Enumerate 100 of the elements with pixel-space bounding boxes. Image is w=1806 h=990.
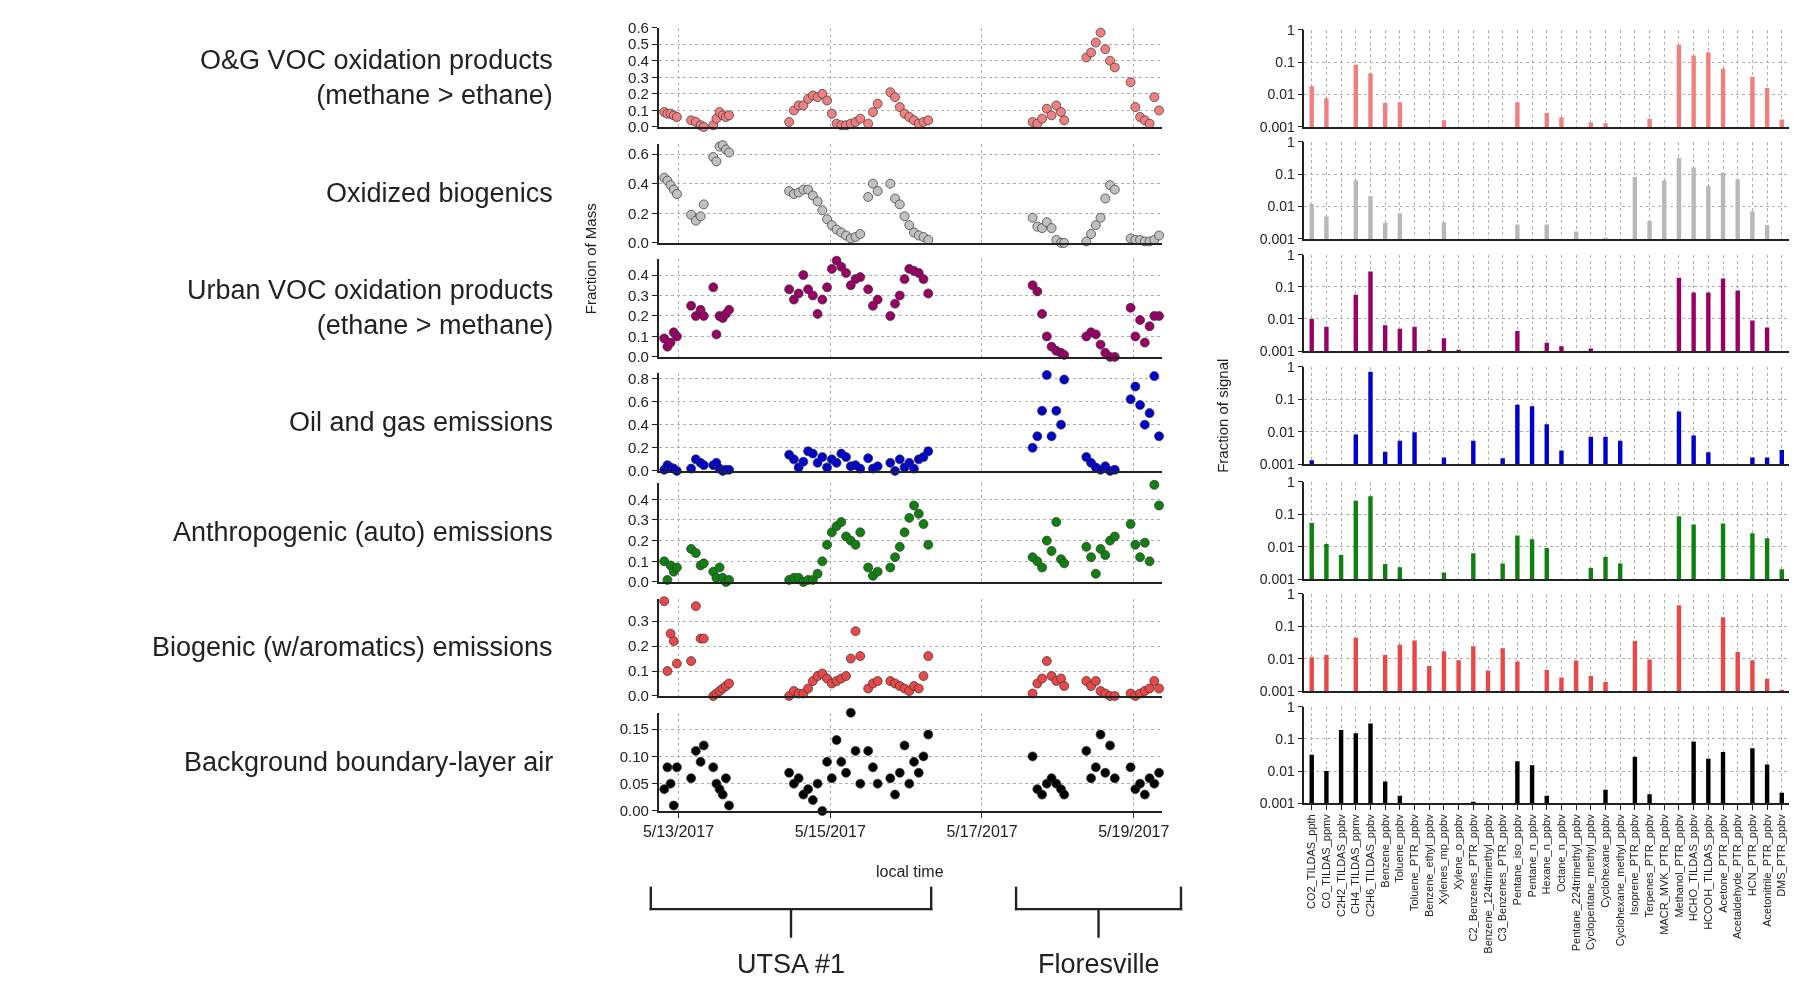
x-tick-label: Acetonitrile_PTR_ppbv xyxy=(1760,813,1773,927)
y-tick-label: 0.1 xyxy=(628,101,649,119)
y-tick-label: 0.001 xyxy=(1259,230,1296,247)
x-tick-label: HCHO_TILDAS_ppbv xyxy=(1687,813,1700,922)
y-tick-label: 0.3 xyxy=(628,612,649,630)
y-tick-label: 1 xyxy=(1287,21,1296,38)
text: O&G VOC oxidation products (methane > ethane) xyxy=(200,45,553,111)
y-tick-label: 0.1 xyxy=(1275,278,1296,295)
y-tick-label: 0.1 xyxy=(1275,391,1296,408)
text: Oxidized biogenics xyxy=(326,178,553,208)
x-tick-label: 5/15/2017 xyxy=(794,822,866,840)
x-tick-label: C2_Benzenes_PTR_ppbv xyxy=(1466,813,1479,942)
y-tick-label: 0.1 xyxy=(1275,506,1296,523)
y-tick-label: 0.4 xyxy=(628,52,649,70)
y-tick-label: 0.1 xyxy=(1275,618,1296,635)
text: Oil and gas emissions xyxy=(289,407,554,437)
x-tick-label: C3_Benzenes_PTR_ppbv xyxy=(1496,813,1509,942)
y-tick-label: 0.8 xyxy=(628,369,649,387)
y-tick-label: 0.001 xyxy=(1259,455,1296,472)
y-tick-label: 0.4 xyxy=(628,415,649,433)
y-tick-label: 0.001 xyxy=(1259,118,1296,135)
y-tick-label: 1 xyxy=(1287,698,1296,715)
y-tick-label: 0.3 xyxy=(628,68,649,86)
y-tick-label: 1 xyxy=(1287,133,1296,150)
y-tick-label: 0.1 xyxy=(1275,53,1296,70)
y-tick-label: 0.4 xyxy=(628,266,649,284)
x-axis-title: local time xyxy=(876,863,944,880)
x-tick-label: Xylene_o_ppbv xyxy=(1452,813,1465,891)
y-axis-title: Fraction of Mass xyxy=(581,203,599,315)
y-tick-label: 0.001 xyxy=(1259,342,1296,359)
y-tick-label: 0.6 xyxy=(628,392,649,410)
y-tick-label: 0.001 xyxy=(1259,795,1296,812)
y-tick-label: 0.10 xyxy=(619,747,649,765)
x-tick-label: Acetone_PTR_ppbv xyxy=(1716,813,1729,913)
y-tick-label: 0.01 xyxy=(1267,762,1296,779)
x-tick-label: 5/19/2017 xyxy=(1098,822,1170,840)
y-tick-label: 0.1 xyxy=(628,327,649,345)
y-tick-label: 0.001 xyxy=(1259,682,1296,699)
y-tick-label: 0.4 xyxy=(628,490,649,508)
x-tick-label: C2H6_TILDAS_ppbv xyxy=(1364,813,1377,918)
x-tick-label: Hexane_n_ppbv xyxy=(1540,813,1553,895)
y-tick-label: 1 xyxy=(1287,358,1296,375)
x-tick-label: Acetaldehyde_PTR_ppbv xyxy=(1731,813,1744,940)
y-tick-label: 0.001 xyxy=(1259,570,1296,587)
y-tick-label: 0.6 xyxy=(628,18,649,36)
x-tick-label: C2H2_TILDAS_ppbv xyxy=(1334,813,1347,918)
text: Biogenic (w/aromatics) emissions xyxy=(152,632,553,662)
y-tick-label: 1 xyxy=(1287,585,1296,602)
y-axis-title: Fraction of signal xyxy=(1214,358,1232,473)
x-tick-label: CO_TILDAS_ppmv xyxy=(1319,813,1332,909)
y-tick-label: 0.5 xyxy=(628,35,649,53)
y-tick-label: 0.3 xyxy=(628,511,649,529)
y-tick-label: 0.0 xyxy=(628,573,649,591)
y-tick-label: 0.01 xyxy=(1267,423,1296,440)
x-tick-label: 5/17/2017 xyxy=(946,822,1018,840)
x-tick-label: Pentane_224trimethyl_ppbv xyxy=(1569,813,1582,952)
y-tick-label: 0.1 xyxy=(1275,166,1296,183)
y-tick-label: 0.05 xyxy=(619,774,649,792)
y-tick-label: 1 xyxy=(1287,246,1296,263)
y-tick-label: 0.0 xyxy=(628,234,649,252)
x-tick-label: HCN_PTR_ppbv xyxy=(1745,813,1758,897)
y-tick-label: 0.1 xyxy=(1275,730,1296,747)
y-tick-label: 0.1 xyxy=(628,662,649,680)
y-tick-label: 0.2 xyxy=(628,531,649,549)
y-tick-label: 0.0 xyxy=(628,462,649,480)
x-tick-label: Benzene_ethyl_ppbv xyxy=(1422,813,1435,918)
y-tick-label: 0.2 xyxy=(628,204,649,222)
y-tick-label: 0.01 xyxy=(1267,86,1296,103)
y-tick-label: 0.0 xyxy=(628,118,649,136)
y-tick-label: 0.0 xyxy=(628,687,649,705)
x-tick-label: Terpenes_PTR_ppbv xyxy=(1643,813,1656,918)
text: Floresville xyxy=(1038,949,1160,979)
x-tick-label: 5/13/2017 xyxy=(642,822,715,840)
x-tick-label: Benzene_ppbv xyxy=(1378,813,1391,888)
y-tick-label: 0.2 xyxy=(628,637,649,655)
x-tick-label: Pentane_iso_ppbv xyxy=(1510,813,1523,906)
y-tick-label: 0.15 xyxy=(619,720,649,738)
y-tick-label: 1 xyxy=(1287,473,1296,490)
y-tick-label: 0.0 xyxy=(628,348,649,366)
y-tick-label: 0.4 xyxy=(628,174,649,192)
y-tick-label: 0.2 xyxy=(628,439,649,457)
x-tick-label: Pentane_n_ppbv xyxy=(1525,813,1538,898)
x-tick-label: Benzene_124trimethyl_ppbv xyxy=(1481,813,1494,954)
x-tick-label: Cyclopentane_methyl_ppbv xyxy=(1584,813,1597,951)
y-tick-label: 0.01 xyxy=(1267,198,1296,215)
y-tick-label: 0.2 xyxy=(628,85,649,103)
x-tick-label: Isoprene_PTR_ppbv xyxy=(1628,813,1641,916)
x-tick-label: HCOOH_TILDAS_ppbv xyxy=(1701,813,1714,930)
x-tick-label: Cyclohexane_ppbv xyxy=(1599,813,1612,908)
y-tick-label: 0.6 xyxy=(628,145,649,163)
x-tick-label: Methanol_PTR_ppbv xyxy=(1672,813,1685,918)
text: Urban VOC oxidation products (ethane > methane) xyxy=(187,275,554,341)
y-tick-label: 0.01 xyxy=(1267,650,1296,667)
x-tick-label: Cyclohexane_methyl_ppbv xyxy=(1613,813,1626,947)
y-tick-label: 0.00 xyxy=(619,802,649,820)
text: Background boundary-layer air xyxy=(184,747,554,777)
x-tick-label: Toluene_ppbv xyxy=(1393,813,1406,883)
y-tick-label: 0.1 xyxy=(628,552,649,570)
x-tick-label: Toluene_PTR_ppbv xyxy=(1408,813,1421,911)
text: UTSA #1 xyxy=(737,949,846,979)
